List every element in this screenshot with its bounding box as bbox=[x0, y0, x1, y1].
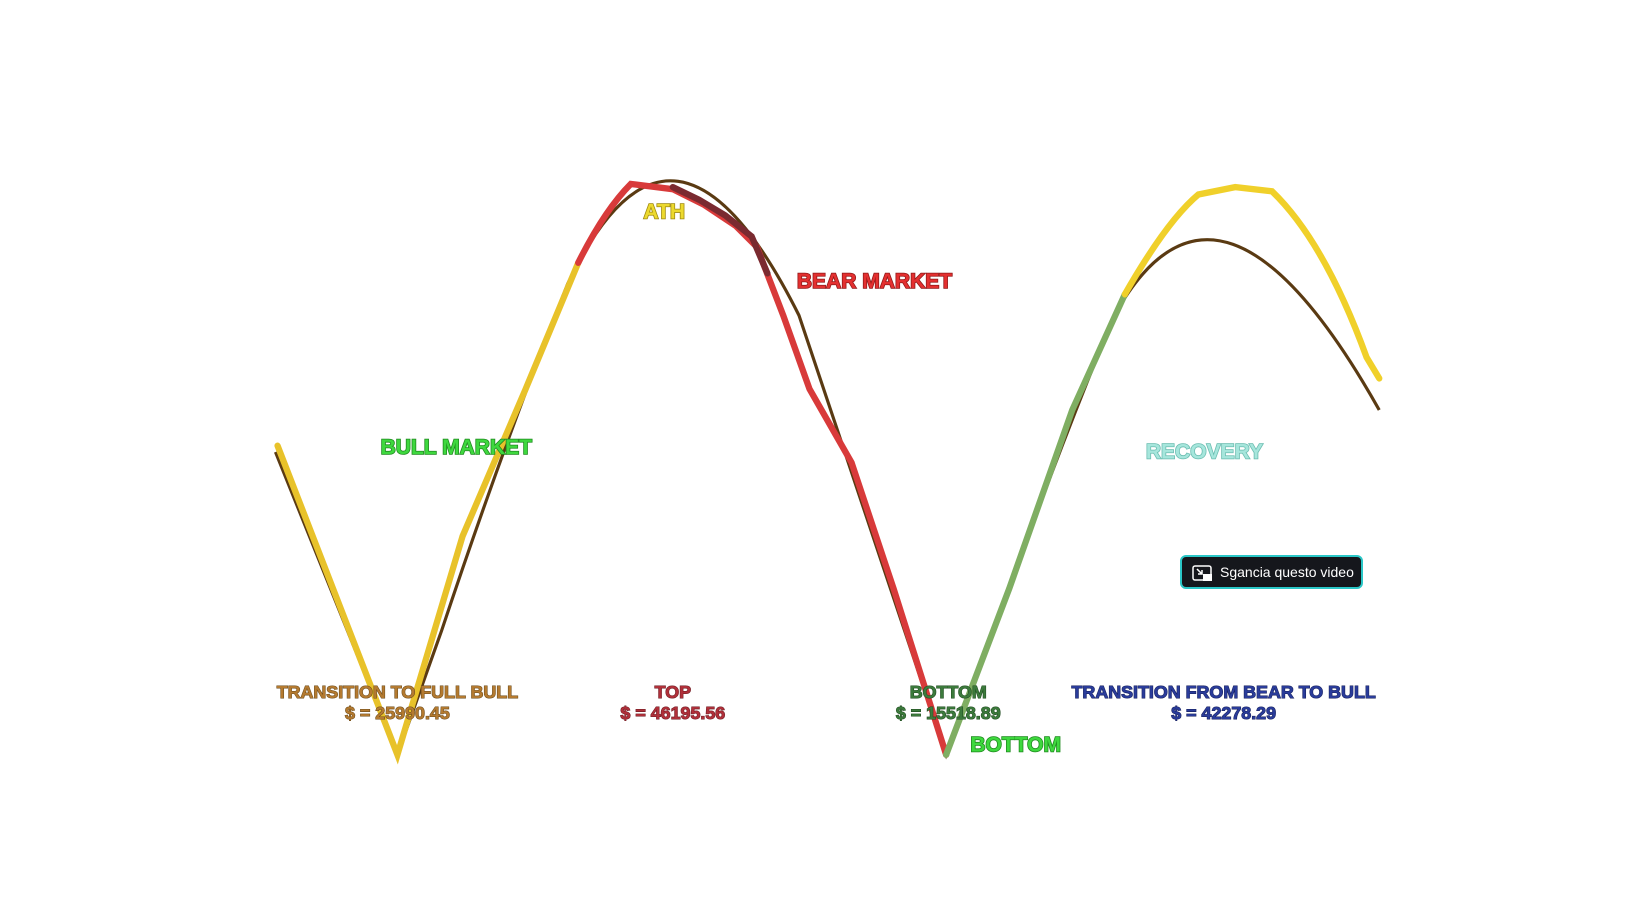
price-top bbox=[575, 180, 950, 758]
tooltip-label: Sgancia questo video bbox=[1220, 564, 1354, 580]
price-recovery bbox=[942, 291, 1128, 758]
marker-price: $ = 25990.45 bbox=[345, 703, 450, 723]
price-dark bbox=[669, 183, 771, 277]
ath-label: ATH bbox=[643, 201, 685, 224]
detach-icon bbox=[1192, 565, 1212, 581]
marker-title: BOTTOM bbox=[910, 682, 987, 702]
detach-video-button[interactable]: Sgancia questo video bbox=[1180, 555, 1363, 589]
cycle-curve bbox=[274, 179, 1381, 760]
marker-price: $ = 15518.89 bbox=[896, 703, 1001, 723]
price-late bbox=[1121, 183, 1383, 382]
marker-title: TOP bbox=[655, 682, 691, 702]
marker-price: $ = 46195.56 bbox=[620, 703, 725, 723]
recovery-label: RECOVERY bbox=[1146, 440, 1263, 463]
price-bull bbox=[274, 259, 582, 765]
bottom-label: BOTTOM bbox=[970, 734, 1061, 757]
bear-label: BEAR MARKET bbox=[797, 270, 952, 293]
marker-title: TRANSITION TO FULL BULL bbox=[277, 682, 519, 702]
bull-label: BULL MARKET bbox=[381, 436, 533, 459]
marker-title: TRANSITION FROM BEAR TO BULL bbox=[1072, 682, 1376, 702]
marker-price: $ = 42278.29 bbox=[1171, 703, 1276, 723]
